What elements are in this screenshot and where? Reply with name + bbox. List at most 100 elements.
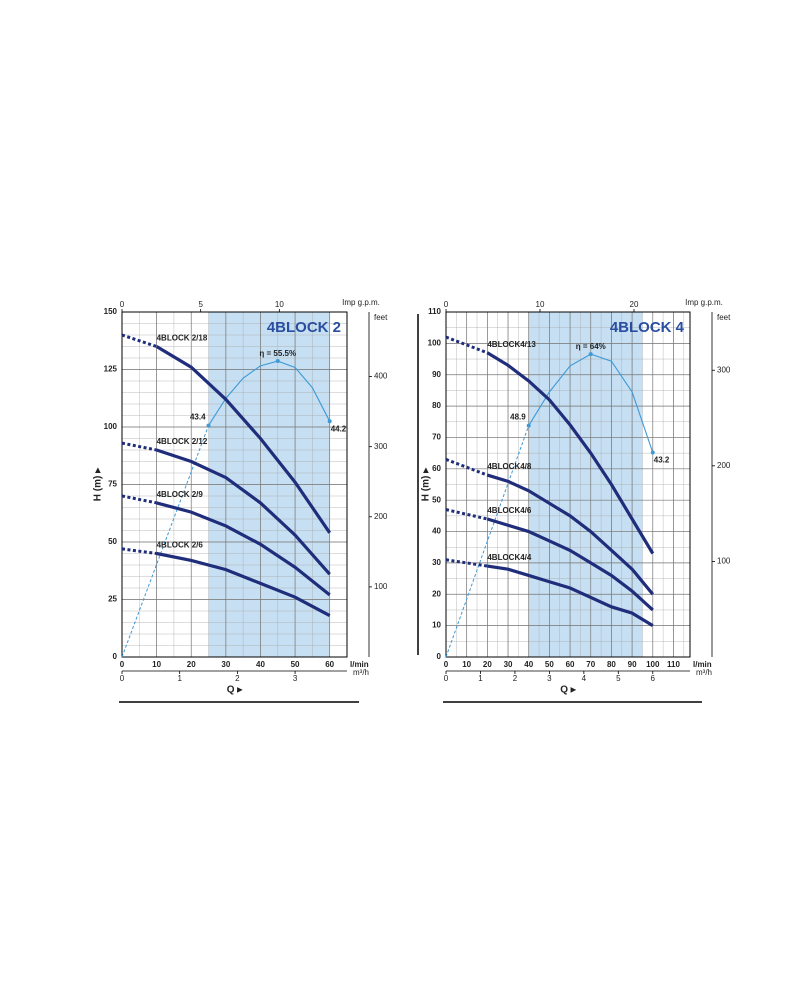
y-axis-label: H (m) ▸ <box>421 467 432 501</box>
m3h-tick-label: 3 <box>547 674 552 683</box>
x-tick-label: 80 <box>607 660 616 669</box>
y-tick-label: 75 <box>108 480 117 489</box>
x-tick-label: 30 <box>504 660 513 669</box>
pump-curve <box>156 551 331 618</box>
curve-extrapolated <box>121 441 157 452</box>
x-tick-label: 0 <box>444 660 449 669</box>
x-tick-label: 100 <box>646 660 660 669</box>
x-tick-label: 60 <box>325 660 334 669</box>
efficiency-point <box>275 359 280 364</box>
x-tick-label: 60 <box>566 660 575 669</box>
y-tick-label: 60 <box>432 464 441 473</box>
feet-label: feet <box>717 313 731 322</box>
x-tick-label: 0 <box>120 660 125 669</box>
efficiency-label: η = 64% <box>576 342 606 351</box>
efficiency-point <box>588 352 593 357</box>
curve-extrapolated <box>445 558 488 568</box>
m3h-tick-label: 0 <box>444 674 449 683</box>
y-tick-label: 110 <box>428 307 441 316</box>
pump-curve <box>156 448 331 576</box>
efficiency-point <box>526 423 531 428</box>
efficiency-extrapolated <box>445 425 530 658</box>
feet-label: feet <box>374 313 388 322</box>
m3h-tick-label: 1 <box>478 674 483 683</box>
feet-tick-label: 200 <box>717 461 731 470</box>
x-tick-label: 90 <box>628 660 637 669</box>
x-tick-label: 110 <box>667 660 680 669</box>
curve-name: 4BLOCK4/6 <box>487 506 532 515</box>
y-tick-label: 100 <box>104 422 118 431</box>
y-tick-label: 125 <box>104 365 118 374</box>
y-tick-label: 150 <box>104 307 118 316</box>
m3h-tick-label: 2 <box>513 674 518 683</box>
y-tick-label: 10 <box>432 621 441 630</box>
curve-extrapolated <box>445 458 488 477</box>
x-unit: l/min <box>693 660 712 669</box>
efficiency-label: η = 55.5% <box>259 349 296 358</box>
feet-tick-label: 100 <box>374 582 388 591</box>
gpm-tick-label: 20 <box>630 300 639 309</box>
x-tick-label: 10 <box>152 660 161 669</box>
y-tick-label: 50 <box>108 537 117 546</box>
efficiency-point <box>206 423 211 428</box>
chart-title: 4BLOCK 2 <box>267 319 341 336</box>
m3h-tick-label: 2 <box>235 674 240 683</box>
chart-title: 4BLOCK 4 <box>610 319 685 336</box>
m3h-tick-label: 4 <box>582 674 587 683</box>
feet-tick-label: 200 <box>374 512 388 521</box>
y-tick-label: 100 <box>428 338 442 347</box>
y-tick-label: 30 <box>432 558 441 567</box>
y-tick-label: 0 <box>437 652 442 661</box>
x-tick-label: 20 <box>483 660 492 669</box>
curve-extrapolated <box>121 547 157 555</box>
y-tick-label: 25 <box>108 595 117 604</box>
pump-curve <box>486 351 655 555</box>
plot-border <box>445 311 691 658</box>
efficiency-point <box>327 419 332 424</box>
y-axis-label: H (m) ▸ <box>93 467 104 501</box>
efficiency-point <box>650 450 655 455</box>
x-tick-label: 50 <box>545 660 554 669</box>
m3h-label: m³/h <box>353 668 369 677</box>
curve-extrapolated <box>445 508 488 521</box>
efficiency-label: 44.2 <box>331 424 347 433</box>
gpm-label: Imp g.p.m. <box>342 298 380 307</box>
y-tick-label: 0 <box>113 652 118 661</box>
efficiency-label: 43.4 <box>190 413 206 422</box>
curve-name: 4BLOCK 2/18 <box>157 334 208 343</box>
pump-curve <box>155 345 332 534</box>
plot-border <box>121 311 348 658</box>
curve-name: 4BLOCK4/4 <box>487 553 532 562</box>
x-tick-label: 40 <box>524 660 533 669</box>
m3h-tick-label: 5 <box>616 674 621 683</box>
m3h-label: m³/h <box>696 668 712 677</box>
x-unit: l/min <box>350 660 369 669</box>
feet-tick-label: 400 <box>374 372 388 381</box>
x-tick-label: 50 <box>291 660 300 669</box>
efficiency-label: 48.9 <box>510 413 526 422</box>
pump-curve <box>486 473 655 596</box>
y-tick-label: 40 <box>432 527 441 536</box>
m3h-tick-label: 6 <box>651 674 656 683</box>
x-axis-label: Q ▸ <box>227 685 244 696</box>
y-tick-label: 90 <box>432 370 441 379</box>
curve-name: 4BLOCK 2/12 <box>157 437 208 446</box>
curve-name: 4BLOCK 2/6 <box>157 541 204 550</box>
x-axis-label: Q ▸ <box>560 685 577 696</box>
x-tick-label: 20 <box>187 660 196 669</box>
gpm-tick-label: 10 <box>536 300 545 309</box>
gpm-tick-label: 0 <box>444 300 449 309</box>
feet-tick-label: 300 <box>374 442 388 451</box>
gpm-label: Imp g.p.m. <box>685 298 723 307</box>
feet-tick-label: 100 <box>717 557 731 566</box>
gpm-tick-label: 5 <box>198 300 203 309</box>
feet-tick-label: 300 <box>717 365 731 374</box>
m3h-tick-label: 3 <box>293 674 298 683</box>
efficiency-label: 43.2 <box>654 456 670 465</box>
m3h-tick-label: 0 <box>120 674 125 683</box>
pump-curve <box>156 501 331 597</box>
y-tick-label: 20 <box>432 589 441 598</box>
curve-name: 4BLOCK 2/9 <box>157 490 204 499</box>
curve-extrapolated <box>445 335 488 355</box>
